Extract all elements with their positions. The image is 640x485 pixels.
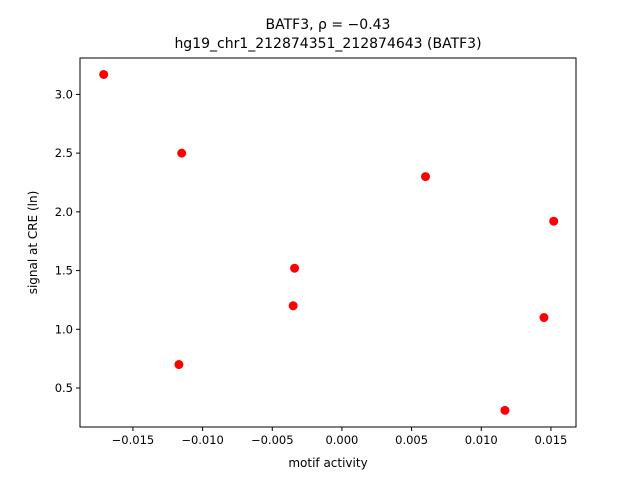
data-point-5 bbox=[288, 301, 298, 311]
data-points bbox=[99, 69, 559, 415]
y-tick-label: 0.5 bbox=[55, 381, 73, 395]
x-tick-label: 0.000 bbox=[325, 433, 358, 447]
chart-title-line-1: BATF3, ρ = −0.43 bbox=[266, 17, 391, 33]
data-point-7 bbox=[500, 405, 510, 415]
x-tick-label: −0.005 bbox=[251, 433, 294, 447]
y-tick-label: 1.0 bbox=[55, 322, 73, 336]
data-point-8 bbox=[539, 313, 549, 323]
x-axis-label: motif activity bbox=[288, 456, 367, 470]
data-point-6 bbox=[421, 172, 431, 182]
data-point-1 bbox=[99, 69, 109, 79]
y-tick-label: 3.0 bbox=[55, 87, 73, 101]
y-axis-ticks: 0.5 1.0 1.5 2.0 2.5 3.0 bbox=[55, 87, 80, 395]
y-tick-label: 1.5 bbox=[55, 264, 73, 278]
data-point-9 bbox=[549, 216, 559, 226]
data-point-4 bbox=[290, 263, 300, 273]
x-axis-ticks: −0.015 −0.010 −0.005 0.000 0.005 0.010 0.015 bbox=[112, 427, 567, 447]
plot-frame bbox=[79, 57, 577, 428]
x-tick-label: 0.005 bbox=[395, 433, 428, 447]
x-tick-label: 0.010 bbox=[465, 433, 498, 447]
x-tick-label: 0.015 bbox=[534, 433, 567, 447]
chart-title-line-2: hg19_chr1_212874351_212874643 (BATF3) bbox=[174, 36, 481, 52]
data-point-2 bbox=[177, 148, 187, 158]
y-axis-label: signal at CRE (ln) bbox=[26, 191, 40, 295]
x-tick-label: −0.015 bbox=[112, 433, 155, 447]
x-tick-label: −0.010 bbox=[181, 433, 224, 447]
y-tick-label: 2.5 bbox=[55, 146, 73, 160]
y-tick-label: 2.0 bbox=[55, 205, 73, 219]
data-point-3 bbox=[174, 360, 184, 370]
